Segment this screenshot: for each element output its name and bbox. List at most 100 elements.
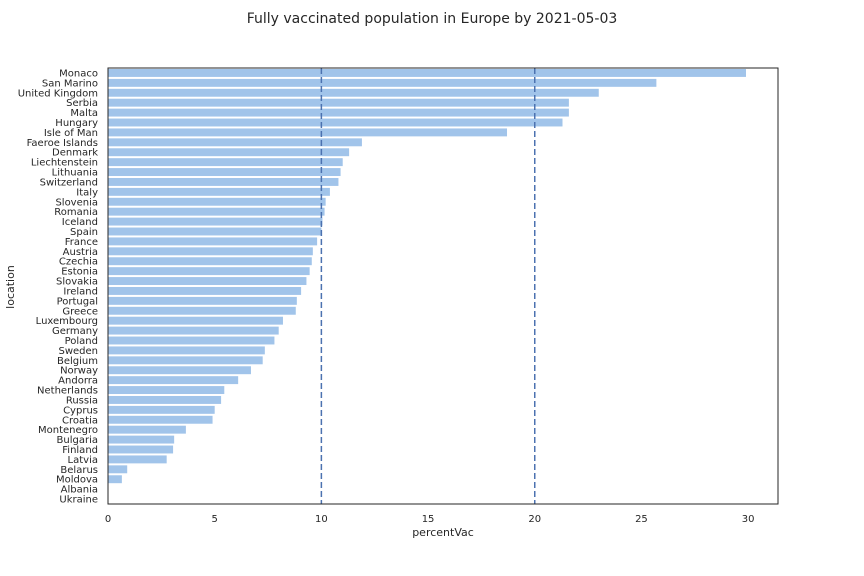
y-tick-label: Denmark [52, 148, 98, 159]
y-tick-label: United Kingdom [18, 88, 98, 99]
x-tick-labels: 0 5 10 15 20 25 30 [105, 514, 755, 525]
y-tick-label: Slovakia [56, 277, 98, 288]
y-tick-label: Croatia [62, 415, 98, 426]
y-tick-label: Belarus [60, 465, 98, 476]
y-tick-label: Andorra [58, 376, 98, 387]
bar-united-kingdom [108, 88, 599, 97]
plot-frame [107, 67, 779, 505]
bar-bulgaria [108, 435, 175, 444]
bar-lithuania [108, 168, 341, 177]
bar-luxembourg [108, 316, 283, 325]
y-axis-label: location [4, 265, 17, 309]
y-tick-label: Albania [61, 485, 98, 496]
y-tick-label: Estonia [61, 267, 98, 278]
bar-czechia [108, 257, 312, 266]
y-tick-label: Malta [70, 108, 98, 119]
bar-austria [108, 247, 313, 256]
x-tick-label: 15 [422, 514, 435, 525]
y-tick-label: Hungary [55, 118, 98, 129]
bar-france [108, 237, 318, 246]
bar-andorra [108, 376, 239, 385]
bar-belarus [108, 465, 128, 474]
y-tick-label: Germany [52, 326, 98, 337]
reference-lines-group [320, 68, 536, 504]
bar-greece [108, 306, 296, 315]
bar-isle-of-man [108, 128, 508, 137]
y-tick-label: Moldova [56, 475, 98, 486]
y-tick-label: Faeroe Islands [27, 138, 98, 149]
bar-poland [108, 336, 275, 345]
y-tick-label: France [65, 237, 98, 248]
y-tick-label: Lithuania [52, 168, 98, 179]
y-tick-label: Austria [63, 247, 98, 258]
y-tick-label: San Marino [42, 78, 98, 89]
y-tick-label: Bulgaria [57, 435, 98, 446]
x-tick-label: 5 [212, 514, 218, 525]
bar-netherlands [108, 386, 225, 395]
bar-slovenia [108, 197, 326, 206]
bar-estonia [108, 267, 310, 276]
y-tick-label: Finland [62, 445, 98, 456]
y-tick-label: Liechtenstein [31, 158, 98, 169]
bar-liechtenstein [108, 158, 343, 167]
chart-title: Fully vaccinated population in Europe by… [247, 11, 618, 27]
bar-serbia [108, 98, 569, 107]
y-tick-label: Belgium [57, 356, 98, 367]
bar-croatia [108, 415, 213, 424]
x-tick-label: 10 [315, 514, 328, 525]
y-tick-label: Norway [60, 366, 98, 377]
y-tick-label: Serbia [66, 98, 98, 109]
x-tick-label: 25 [635, 514, 648, 525]
bar-spain [108, 227, 322, 236]
y-tick-label: Sweden [58, 346, 98, 357]
x-tick-label: 0 [105, 514, 111, 525]
bar-moldova [108, 475, 122, 484]
bar-cyprus [108, 405, 215, 414]
bar-malta [108, 108, 569, 117]
y-tick-label: Spain [70, 227, 98, 238]
bar-latvia [108, 455, 167, 464]
bar-sweden [108, 346, 265, 355]
y-tick-label: Greece [62, 306, 98, 317]
bar-switzerland [108, 177, 339, 186]
x-tick-label: 30 [742, 514, 755, 525]
bar-hungary [108, 118, 563, 127]
bar-germany [108, 326, 279, 335]
bar-belgium [108, 356, 263, 365]
y-tick-label: Czechia [59, 257, 98, 268]
y-tick-label: Latvia [68, 455, 98, 466]
y-tick-label: Switzerland [40, 177, 98, 188]
y-tick-label: Italy [76, 187, 98, 198]
x-tick-label: 20 [528, 514, 541, 525]
bar-slovakia [108, 277, 307, 286]
y-tick-label: Netherlands [37, 386, 98, 397]
bar-faeroe-islands [108, 138, 362, 147]
y-tick-label: Monaco [59, 68, 98, 79]
bar-finland [108, 445, 174, 454]
bar-iceland [108, 217, 323, 226]
bar-italy [108, 187, 330, 196]
y-tick-label: Portugal [57, 296, 98, 307]
y-tick-label: Cyprus [63, 405, 98, 416]
y-tick-label: Ukraine [59, 495, 98, 506]
bar-ireland [108, 286, 302, 295]
bar-romania [108, 207, 325, 216]
bar-russia [108, 395, 222, 404]
y-tick-label: Iceland [62, 217, 98, 228]
y-tick-label: Luxembourg [36, 316, 98, 327]
y-tick-label: Isle of Man [44, 128, 98, 139]
y-tick-label: Poland [65, 336, 98, 347]
bar-denmark [108, 148, 350, 157]
x-axis-label: percentVac [412, 526, 474, 539]
bar-portugal [108, 296, 297, 305]
bar-san-marino [108, 78, 657, 87]
bars-group [108, 68, 746, 484]
bar-monaco [108, 68, 746, 77]
y-tick-label: Romania [54, 207, 98, 218]
bar-montenegro [108, 425, 186, 434]
bar-norway [108, 366, 251, 375]
y-tick-label: Montenegro [38, 425, 98, 436]
y-tick-label: Russia [66, 395, 98, 406]
